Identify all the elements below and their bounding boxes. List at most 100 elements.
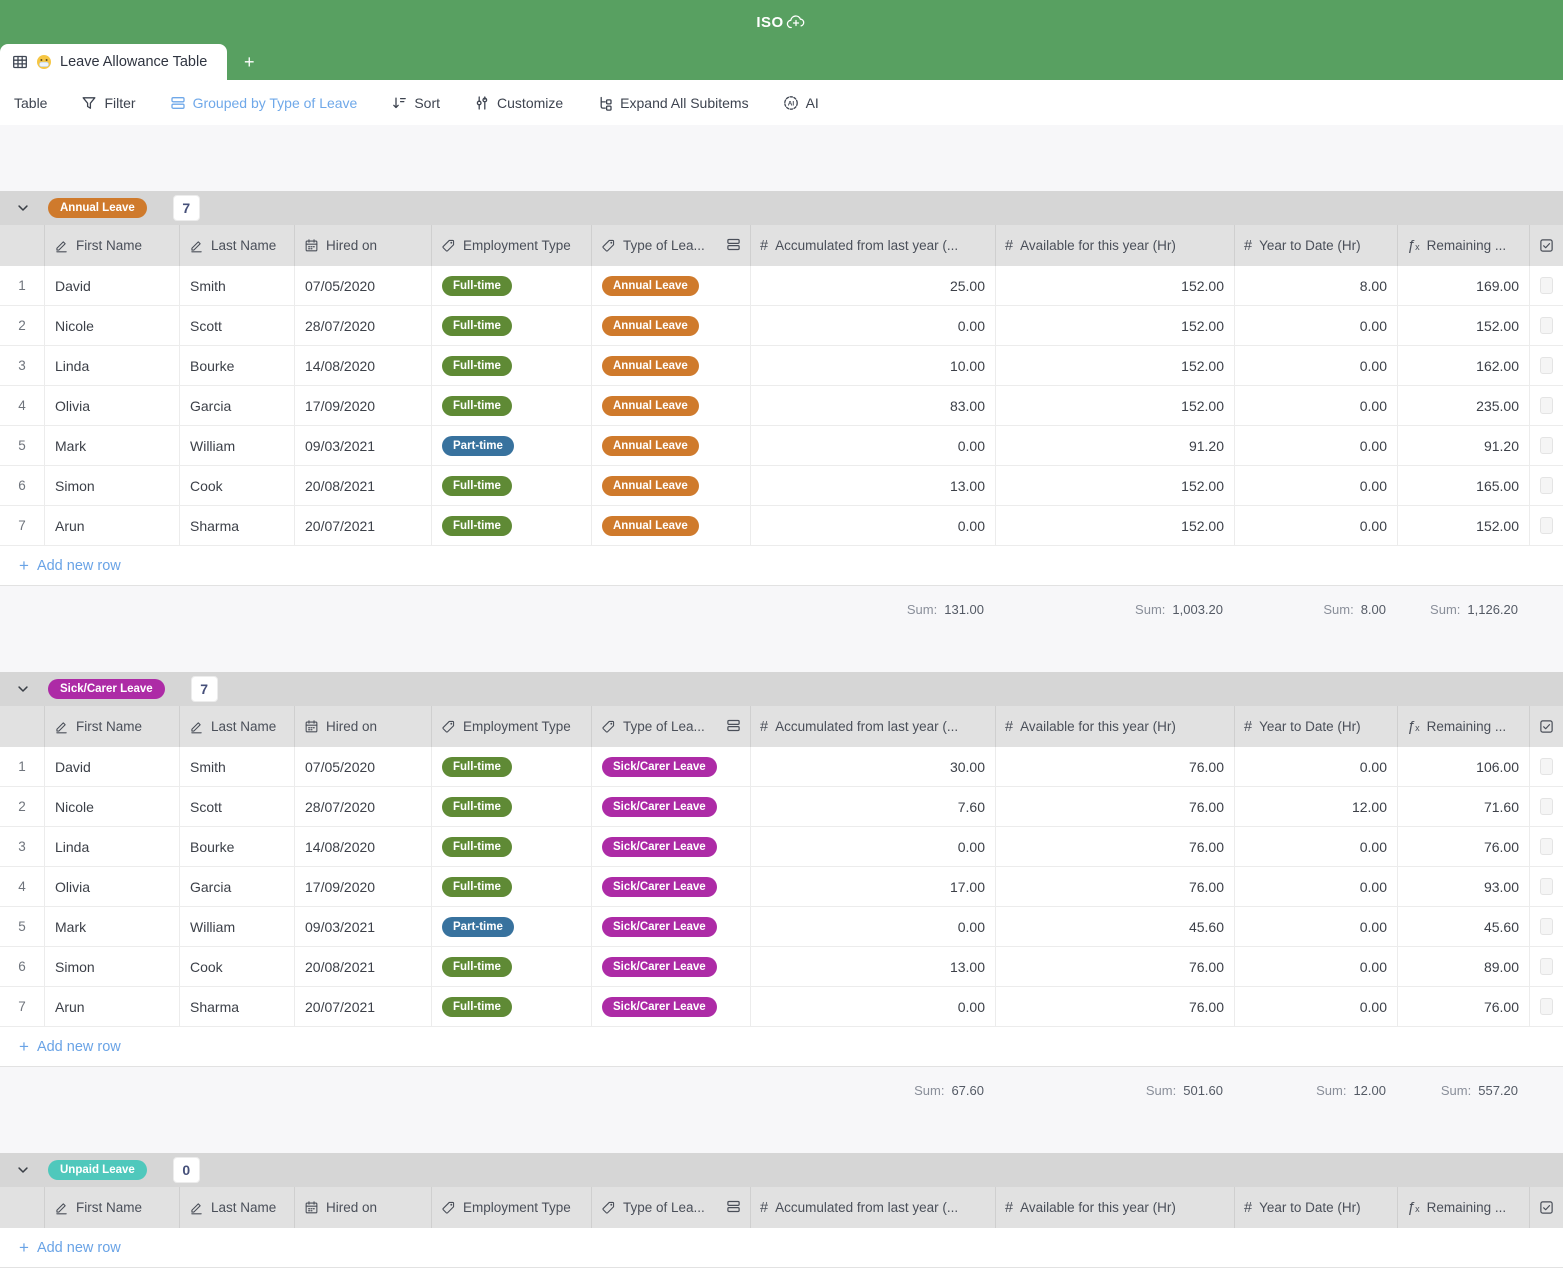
- column-header-available[interactable]: #Available for this year (Hr): [996, 1187, 1235, 1228]
- column-header-first_name[interactable]: First Name: [45, 1187, 180, 1228]
- cell-available[interactable]: 152.00: [996, 306, 1235, 345]
- cell-accumulated[interactable]: 17.00: [751, 867, 996, 906]
- cell-checkbox[interactable]: [1530, 386, 1563, 425]
- cell-ytd[interactable]: 0.00: [1235, 426, 1398, 465]
- cell-first_name[interactable]: Arun: [45, 987, 180, 1026]
- cell-checkbox[interactable]: [1530, 747, 1563, 786]
- cell-hired_on[interactable]: 09/03/2021: [295, 907, 432, 946]
- cell-available[interactable]: 91.20: [996, 426, 1235, 465]
- cell-remaining[interactable]: 89.00: [1398, 947, 1530, 986]
- column-header-accumulated[interactable]: #Accumulated from last year (...: [751, 1187, 996, 1228]
- cell-last_name[interactable]: Scott: [180, 787, 295, 826]
- cell-type-of-leave[interactable]: Annual Leave: [592, 506, 751, 545]
- cell-employment-type[interactable]: Full-time: [432, 787, 592, 826]
- row-number[interactable]: 6: [0, 466, 45, 505]
- cell-hired_on[interactable]: 20/08/2021: [295, 947, 432, 986]
- checkbox-unchecked[interactable]: [1540, 517, 1553, 534]
- cell-employment-type[interactable]: Full-time: [432, 947, 592, 986]
- cell-checkbox[interactable]: [1530, 466, 1563, 505]
- cell-last_name[interactable]: Sharma: [180, 506, 295, 545]
- cell-available[interactable]: 152.00: [996, 346, 1235, 385]
- cell-checkbox[interactable]: [1530, 947, 1563, 986]
- cell-ytd[interactable]: 0.00: [1235, 867, 1398, 906]
- sum-available[interactable]: Sum:1,003.20: [996, 602, 1235, 617]
- customize-button[interactable]: Customize: [474, 95, 563, 111]
- cell-type-of-leave[interactable]: Sick/Carer Leave: [592, 827, 751, 866]
- checkbox-unchecked[interactable]: [1540, 758, 1553, 775]
- cell-employment-type[interactable]: Full-time: [432, 747, 592, 786]
- column-header-available[interactable]: #Available for this year (Hr): [996, 706, 1235, 747]
- column-header-hired_on[interactable]: Hired on: [295, 225, 432, 266]
- cell-hired_on[interactable]: 14/08/2020: [295, 346, 432, 385]
- group-header-unpaid-leave[interactable]: Unpaid Leave 0: [0, 1153, 1563, 1187]
- cell-available[interactable]: 45.60: [996, 907, 1235, 946]
- cell-last_name[interactable]: Bourke: [180, 346, 295, 385]
- row-number[interactable]: 5: [0, 907, 45, 946]
- column-header-first_name[interactable]: First Name: [45, 706, 180, 747]
- cell-last_name[interactable]: Scott: [180, 306, 295, 345]
- column-header-type_of_leave[interactable]: Type of Lea...: [592, 706, 751, 747]
- cell-ytd[interactable]: 0.00: [1235, 466, 1398, 505]
- add-tab-button[interactable]: +: [227, 44, 271, 80]
- row-number[interactable]: 5: [0, 426, 45, 465]
- cell-employment-type[interactable]: Full-time: [432, 266, 592, 305]
- cell-employment-type[interactable]: Full-time: [432, 346, 592, 385]
- sum-remaining[interactable]: Sum:1,126.20: [1398, 602, 1530, 617]
- cell-hired_on[interactable]: 07/05/2020: [295, 747, 432, 786]
- cell-available[interactable]: 152.00: [996, 506, 1235, 545]
- cell-hired_on[interactable]: 20/07/2021: [295, 506, 432, 545]
- cell-last_name[interactable]: William: [180, 426, 295, 465]
- cell-ytd[interactable]: 0.00: [1235, 506, 1398, 545]
- cell-employment-type[interactable]: Full-time: [432, 987, 592, 1026]
- cell-hired_on[interactable]: 20/08/2021: [295, 466, 432, 505]
- cell-first_name[interactable]: Simon: [45, 947, 180, 986]
- checkbox-unchecked[interactable]: [1540, 998, 1553, 1015]
- column-header-done[interactable]: [1530, 225, 1563, 266]
- cell-accumulated[interactable]: 25.00: [751, 266, 996, 305]
- cell-accumulated[interactable]: 7.60: [751, 787, 996, 826]
- tab-leave-allowance-table[interactable]: Leave Allowance Table: [0, 44, 227, 80]
- checkbox-unchecked[interactable]: [1540, 918, 1553, 935]
- cell-employment-type[interactable]: Part-time: [432, 426, 592, 465]
- cell-remaining[interactable]: 76.00: [1398, 827, 1530, 866]
- cell-remaining[interactable]: 235.00: [1398, 386, 1530, 425]
- column-header-ytd[interactable]: #Year to Date (Hr): [1235, 225, 1398, 266]
- cell-remaining[interactable]: 93.00: [1398, 867, 1530, 906]
- cell-checkbox[interactable]: [1530, 907, 1563, 946]
- group-header-sick-carer-leave[interactable]: Sick/Carer Leave 7: [0, 672, 1563, 706]
- row-number[interactable]: 7: [0, 506, 45, 545]
- cell-first_name[interactable]: Mark: [45, 907, 180, 946]
- cell-accumulated[interactable]: 0.00: [751, 426, 996, 465]
- column-header-type_of_leave[interactable]: Type of Lea...: [592, 225, 751, 266]
- cell-employment-type[interactable]: Full-time: [432, 867, 592, 906]
- row-number[interactable]: 7: [0, 987, 45, 1026]
- cell-checkbox[interactable]: [1530, 426, 1563, 465]
- cell-remaining[interactable]: 152.00: [1398, 506, 1530, 545]
- cell-hired_on[interactable]: 17/09/2020: [295, 386, 432, 425]
- add-new-row-button[interactable]: + Add new row: [0, 546, 1563, 586]
- cell-last_name[interactable]: Cook: [180, 947, 295, 986]
- checkbox-unchecked[interactable]: [1540, 838, 1553, 855]
- column-header-type_of_leave[interactable]: Type of Lea...: [592, 1187, 751, 1228]
- column-header-available[interactable]: #Available for this year (Hr): [996, 225, 1235, 266]
- cell-first_name[interactable]: Olivia: [45, 867, 180, 906]
- cell-ytd[interactable]: 0.00: [1235, 747, 1398, 786]
- cell-employment-type[interactable]: Part-time: [432, 907, 592, 946]
- cell-checkbox[interactable]: [1530, 987, 1563, 1026]
- view-name[interactable]: Table: [14, 95, 47, 111]
- row-number[interactable]: 2: [0, 787, 45, 826]
- cell-employment-type[interactable]: Full-time: [432, 506, 592, 545]
- cell-accumulated[interactable]: 13.00: [751, 947, 996, 986]
- cell-remaining[interactable]: 162.00: [1398, 346, 1530, 385]
- cell-available[interactable]: 152.00: [996, 266, 1235, 305]
- column-header-last_name[interactable]: Last Name: [180, 706, 295, 747]
- add-new-row-button[interactable]: + Add new row: [0, 1228, 1563, 1268]
- cell-first_name[interactable]: Nicole: [45, 787, 180, 826]
- group-header-annual-leave[interactable]: Annual Leave 7: [0, 191, 1563, 225]
- cell-ytd[interactable]: 0.00: [1235, 907, 1398, 946]
- row-number[interactable]: 4: [0, 386, 45, 425]
- cell-first_name[interactable]: Simon: [45, 466, 180, 505]
- row-number[interactable]: 6: [0, 947, 45, 986]
- cell-hired_on[interactable]: 07/05/2020: [295, 266, 432, 305]
- sum-accumulated[interactable]: Sum:131.00: [751, 602, 996, 617]
